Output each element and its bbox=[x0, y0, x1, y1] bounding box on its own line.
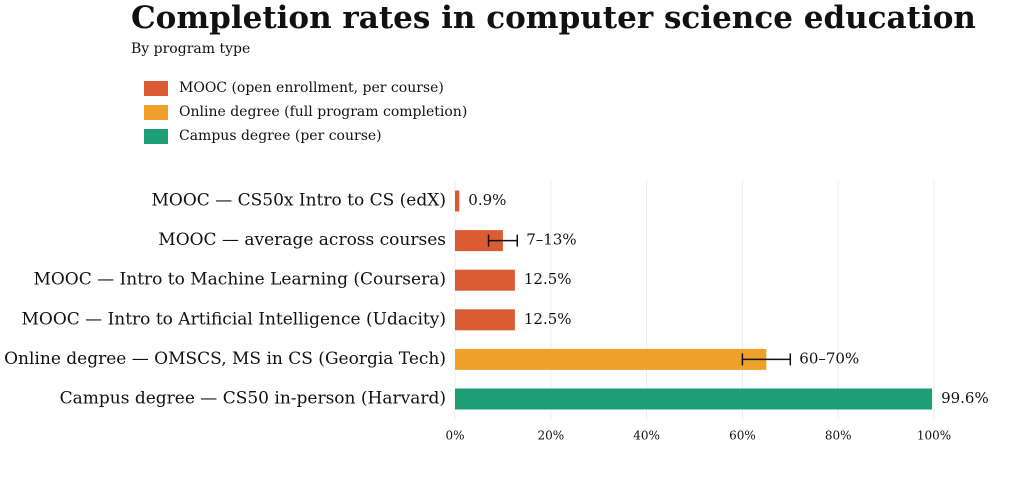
category-label: Campus degree — CS50 in-person (Harvard) bbox=[60, 389, 446, 409]
legend-swatch-campus-degree bbox=[144, 128, 168, 144]
legend-item-campus-degree: Campus degree (per course) bbox=[144, 124, 467, 148]
value-label: 60–70% bbox=[799, 349, 859, 367]
x-tick-label: 60% bbox=[729, 429, 756, 443]
value-label: 12.5% bbox=[524, 310, 572, 328]
x-tick-label: 20% bbox=[537, 429, 564, 443]
bar bbox=[455, 190, 460, 212]
legend-item-mooc: MOOC (open enrollment, per course) bbox=[144, 76, 467, 100]
bar bbox=[455, 269, 515, 291]
legend-swatch-mooc bbox=[144, 80, 168, 96]
x-tick-label: 40% bbox=[633, 429, 660, 443]
legend: MOOC (open enrollment, per course) Onlin… bbox=[144, 76, 467, 148]
legend-label-campus-degree: Campus degree (per course) bbox=[179, 128, 382, 144]
labels: 0% 20% 40% 60% 80% 100% MOOC — CS50x Intro to … bbox=[4, 191, 989, 443]
value-label: 0.9% bbox=[468, 191, 506, 209]
category-label: MOOC — average across courses bbox=[158, 230, 446, 250]
chart-subtitle: By program type bbox=[131, 41, 251, 57]
x-tick-label: 100% bbox=[917, 429, 951, 443]
x-tick-label: 80% bbox=[825, 429, 852, 443]
bar bbox=[455, 230, 503, 252]
legend-item-online-degree: Online degree (full program completion) bbox=[144, 100, 467, 124]
legend-swatch-online-degree bbox=[144, 104, 168, 120]
category-label: MOOC — Intro to Artificial Intelligence … bbox=[21, 309, 446, 329]
category-label: MOOC — CS50x Intro to CS (edX) bbox=[152, 191, 446, 211]
category-label: Online degree — OMSCS, MS in CS (Georgia… bbox=[4, 349, 446, 369]
bars bbox=[455, 190, 933, 410]
value-label: 99.6% bbox=[941, 389, 989, 407]
value-label: 7–13% bbox=[526, 231, 576, 249]
bar bbox=[455, 309, 515, 331]
chart-title: Completion rates in computer science edu… bbox=[131, 0, 976, 36]
x-tick-label: 0% bbox=[445, 429, 464, 443]
value-label: 12.5% bbox=[524, 270, 572, 288]
bar bbox=[455, 348, 767, 370]
legend-label-mooc: MOOC (open enrollment, per course) bbox=[179, 80, 444, 96]
legend-label-online-degree: Online degree (full program completion) bbox=[179, 104, 468, 120]
grid-lines bbox=[454, 180, 935, 420]
bar bbox=[455, 388, 933, 410]
category-label: MOOC — Intro to Machine Learning (Course… bbox=[33, 270, 446, 290]
